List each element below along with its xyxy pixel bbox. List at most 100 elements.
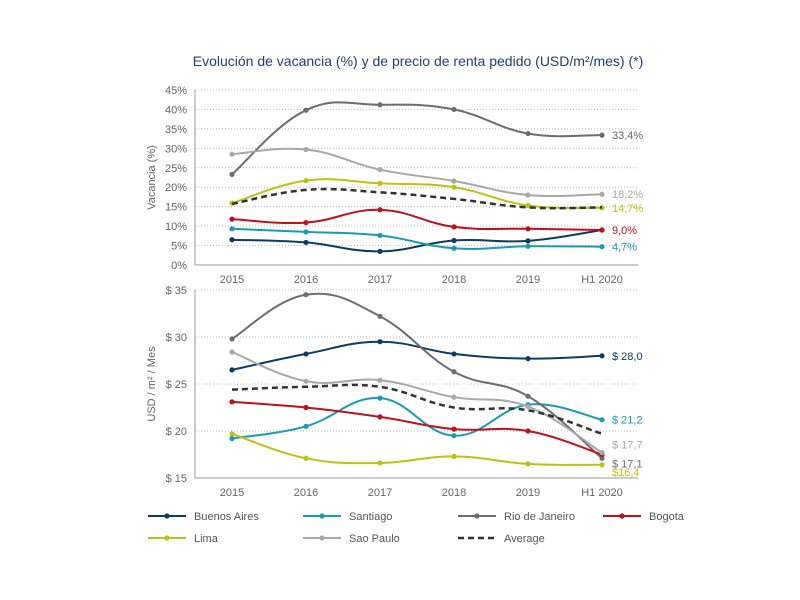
rent-point-lima [599,462,605,468]
vacancy-ytick-label: 35% [165,124,187,136]
vacancy-ytick-label: 40% [165,104,187,116]
vacancy-point-santiago [303,229,309,235]
rent-series-sao-paulo [231,351,603,454]
rent-ytick-label: $ 20 [166,426,187,438]
rent-series-buenos-aires [231,340,603,371]
vacancy-point-rio-de-janeiro [599,132,605,138]
rent-point-rio-de-janeiro [229,336,235,342]
legend-label-sao-paulo: Sao Paulo [349,533,400,545]
vacancy-xtick-label: 2018 [442,274,466,286]
vacancy-end-label-sao-paulo: 18,2% [612,189,643,201]
rent-ytick-label: $ 25 [166,379,187,391]
vacancy-ytick-label: 30% [165,143,187,155]
rent-point-bogota [377,414,383,420]
vacancy-series-sao-paulo [231,147,603,197]
rent-point-lima [525,461,531,467]
vacancy-point-rio-de-janeiro [303,107,309,113]
vacancy-point-sao-paulo [229,151,235,157]
rent-xtick-label: 2017 [368,487,392,499]
vacancy-point-lima [303,178,309,184]
vacancy-ytick-label: 5% [171,241,187,253]
vacancy-ytick-label: 10% [165,221,187,233]
rent-point-bogota [303,404,309,411]
vacancy-series-average [231,187,603,210]
vacancy-series-santiago [231,227,603,250]
vacancy-point-rio-de-janeiro [377,102,383,108]
rent-point-santiago [229,435,235,442]
rent-point-lima [451,453,457,459]
vacancy-point-bogota [377,207,383,213]
vacancy-point-santiago [451,245,457,251]
rent-y-axis-label: USD / m² / Mes [146,346,158,422]
vacancy-point-buenos-aires [525,238,531,244]
rent-point-bogota [525,428,531,434]
vacancy-point-lima [525,202,531,209]
rent-end-label-santiago: $ 21,2 [612,415,643,427]
rent-end-label-lima: $16,4 [612,467,640,479]
vacancy-point-sao-paulo [451,178,457,184]
vacancy-xtick-label: 2019 [516,274,540,286]
chart-title: Evolución de vacancia (%) y de precio de… [193,53,644,69]
rent-end-label-sao-paulo: $ 17,7 [612,440,643,452]
rent-point-rio-de-janeiro [303,292,309,298]
vacancy-point-rio-de-janeiro [229,171,235,177]
legend-label-average: Average [504,533,545,545]
rent-ytick-label: $ 35 [166,285,187,297]
legend-label-buenos-aires: Buenos Aires [194,511,259,523]
legend-marker-santiago [319,513,325,519]
rent-xtick-label: 2016 [294,487,318,499]
vacancy-ytick-label: 15% [165,202,187,214]
rent-ytick-label: $ 15 [166,473,187,485]
vacancy-point-rio-de-janeiro [451,106,457,113]
rent-series-lima [231,432,603,466]
rent-point-bogota [229,399,235,405]
vacancy-end-label-santiago: 4,7% [612,242,637,254]
rent-point-rio-de-janeiro [377,313,383,319]
rent-point-rio-de-janeiro [599,455,605,461]
rent-ytick-label: $ 30 [166,332,187,344]
vacancy-xtick-label: 2016 [294,274,318,286]
vacancy-series-buenos-aires [231,229,603,253]
vacancy-point-santiago [599,244,605,250]
rent-point-sao-paulo [451,394,457,400]
vacancy-end-label-lima: 14,7% [612,203,643,215]
vacancy-point-rio-de-janeiro [525,130,531,137]
vacancy-point-bogota [229,216,235,222]
rent-xtick-label: 2018 [442,487,466,499]
vacancy-series-lima [231,178,603,210]
legend-marker-sao-paulo [319,535,325,541]
vacancy-point-lima [451,184,457,190]
rent-point-rio-de-janeiro [451,369,457,375]
rent-series-bogota [231,400,603,456]
rent-point-buenos-aires [303,351,309,357]
legend-marker-rio-de-janeiro [474,513,480,519]
rent-point-lima [377,460,383,466]
vacancy-point-bogota [599,227,605,233]
legend-label-santiago: Santiago [349,511,392,523]
vacancy-xtick-label: H1 2020 [581,274,623,286]
vacancy-point-santiago [377,232,383,239]
vacancy-point-buenos-aires [451,237,457,244]
rent-point-lima [229,431,235,437]
vacancy-point-sao-paulo [377,167,383,173]
rent-point-sao-paulo [525,403,531,410]
vacancy-end-label-bogota: 9,0% [612,225,637,237]
rent-xtick-label: H1 2020 [581,487,623,499]
vacancy-ytick-label: 25% [165,163,187,175]
vacancy-point-sao-paulo [525,192,531,198]
legend-label-rio-de-janeiro: Rio de Janeiro [504,511,575,523]
vacancy-ytick-label: 0% [171,260,187,272]
rent-point-buenos-aires [599,353,605,359]
legend-marker-lima [164,535,170,541]
vacancy-xtick-label: 2017 [368,274,392,286]
vacancy-point-bogota [525,226,531,232]
vacancy-series-bogota [231,208,603,231]
rent-series-average [231,383,603,435]
rent-point-santiago [451,433,457,439]
rent-point-sao-paulo [377,377,383,383]
rent-xtick-label: 2019 [516,487,540,499]
vacancy-point-buenos-aires [377,248,383,254]
rent-point-buenos-aires [525,356,531,362]
